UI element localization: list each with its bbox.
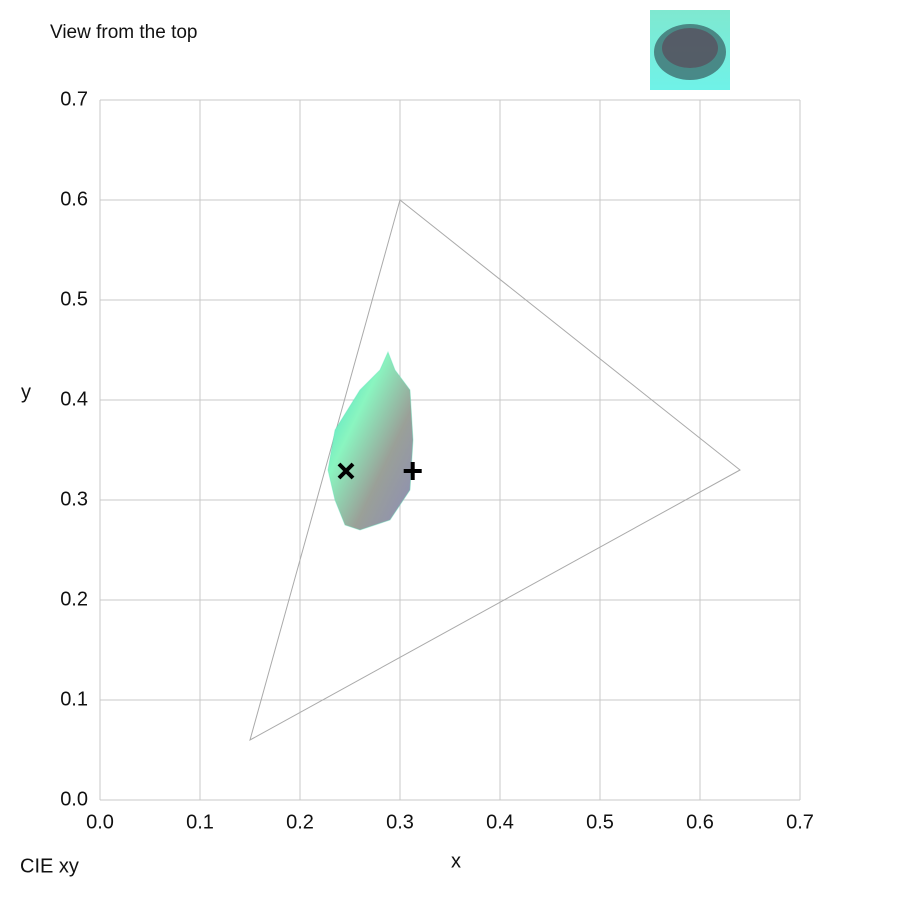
y-tick-label: 0.2 — [60, 588, 88, 610]
y-tick-label: 0.5 — [60, 288, 88, 310]
x-tick-label: 0.6 — [686, 811, 714, 833]
y-tick-label: 0.7 — [60, 88, 88, 110]
x-marker — [337, 462, 355, 480]
x-tick-label: 0.7 — [786, 811, 814, 833]
y-axis-label: y — [21, 381, 31, 403]
x-tick-label: 0.4 — [486, 811, 514, 833]
x-tick-label: 0.2 — [286, 811, 314, 833]
x-axis-label: x — [451, 850, 461, 872]
x-tick-label: 0.5 — [586, 811, 614, 833]
y-tick-label: 0.4 — [60, 388, 88, 410]
y-tick-label: 0.6 — [60, 188, 88, 210]
thumbnail — [650, 10, 730, 90]
gamut-triangle — [249, 199, 741, 742]
y-tick-label: 0.0 — [60, 788, 88, 810]
chromaticity-cloud — [327, 350, 414, 531]
x-tick-label: 0.1 — [186, 811, 214, 833]
y-tick-label: 0.1 — [60, 688, 88, 710]
x-tick-label: 0.3 — [386, 811, 414, 833]
plus-marker — [403, 462, 422, 480]
y-tick-label: 0.3 — [60, 488, 88, 510]
x-tick-label: 0.0 — [86, 811, 114, 833]
caption: CIE xy — [20, 855, 79, 877]
page-title: View from the top — [50, 22, 198, 43]
